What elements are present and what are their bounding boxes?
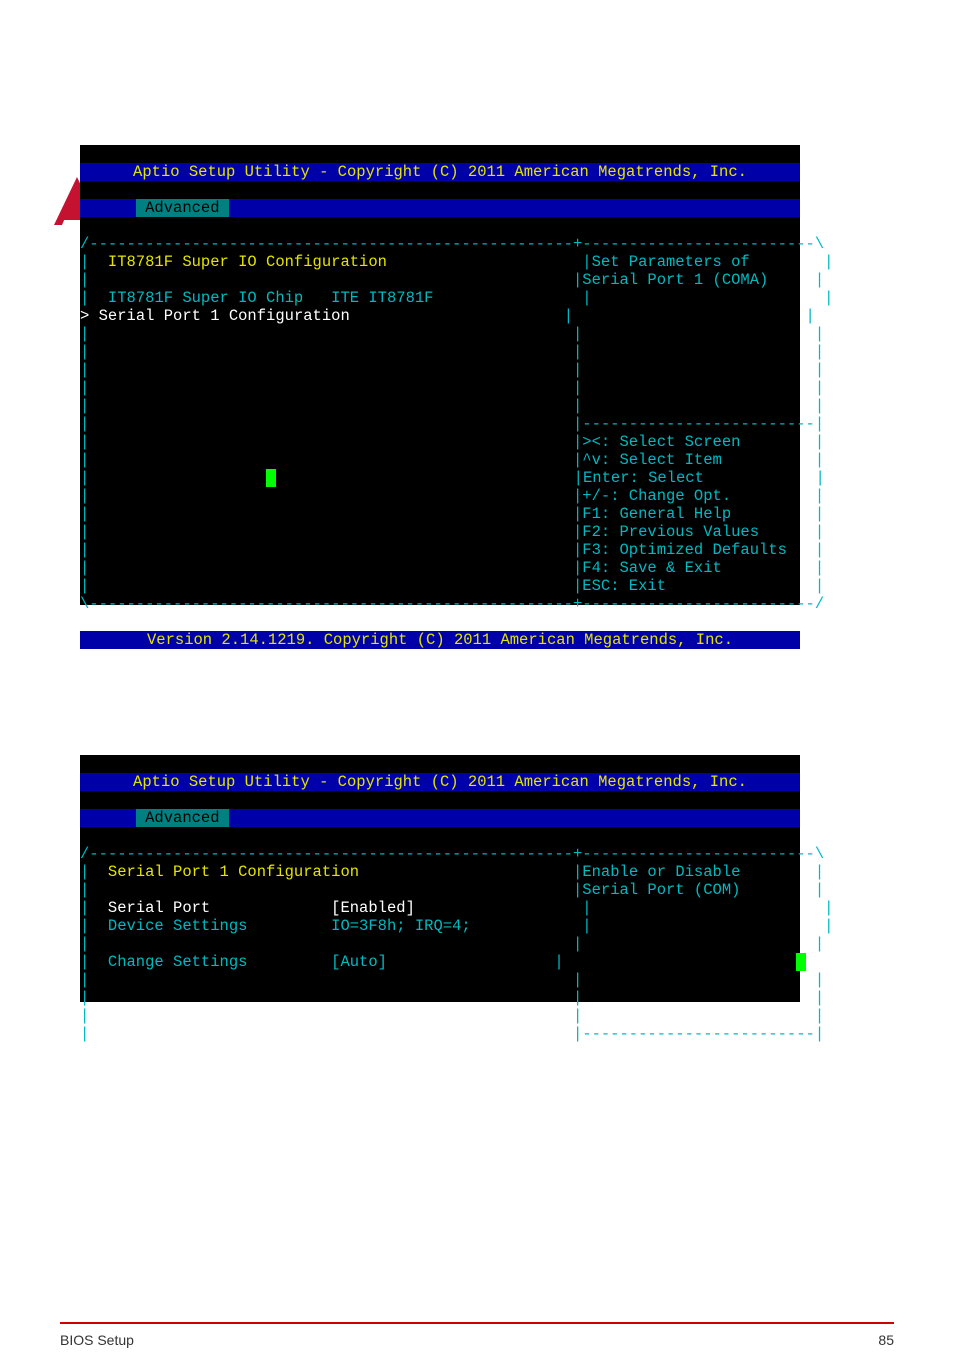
bios-title: Aptio Setup Utility - Copyright (C) 2011… bbox=[80, 163, 800, 181]
heading-serial1: Serial Port 1 Configuration bbox=[108, 863, 359, 881]
bios-tab-row-2: Advanced bbox=[80, 809, 800, 827]
nav-0: ><: Select Screen bbox=[582, 433, 740, 451]
bios-title-2: Aptio Setup Utility - Copyright (C) 2011… bbox=[80, 773, 800, 791]
nav-6: F3: Optimized Defaults bbox=[582, 541, 787, 559]
page-divider bbox=[60, 1322, 894, 1324]
footer-left: BIOS Setup bbox=[60, 1332, 134, 1348]
heading-superio: IT8781F Super IO Configuration bbox=[108, 253, 387, 271]
bios-screen-serialport1: Aptio Setup Utility - Copyright (C) 2011… bbox=[80, 755, 800, 1002]
bios-title-bar-2: Aptio Setup Utility - Copyright (C) 2011… bbox=[80, 773, 800, 791]
cursor-icon-2 bbox=[796, 953, 806, 971]
nav-5: F2: Previous Values bbox=[582, 523, 759, 541]
tab-advanced[interactable]: Advanced bbox=[136, 199, 229, 217]
nav-8: ESC: Exit bbox=[582, 577, 666, 595]
tab-advanced-2[interactable]: Advanced bbox=[136, 809, 229, 827]
bios-footer-bar: Version 2.14.1219. Copyright (C) 2011 Am… bbox=[80, 631, 800, 649]
bios-footer: Version 2.14.1219. Copyright (C) 2011 Am… bbox=[147, 631, 733, 649]
opt-device-settings: Device Settings IO=3F8h; IRQ=4; bbox=[108, 917, 471, 935]
nav-4: F1: General Help bbox=[582, 505, 731, 523]
menu-serial-port-1[interactable]: > Serial Port 1 Configuration bbox=[80, 307, 564, 325]
bios-title-bar: Aptio Setup Utility - Copyright (C) 2011… bbox=[80, 163, 800, 181]
chip-label: IT8781F Super IO Chip bbox=[108, 289, 303, 307]
nav-2: Enter: Select bbox=[583, 469, 704, 487]
nav-1: ^v: Select Item bbox=[582, 451, 722, 469]
help-line1: Set Parameters of bbox=[592, 253, 750, 271]
opt-change-settings[interactable]: Change Settings [Auto] bbox=[108, 953, 387, 971]
help2-line1: Enable or Disable bbox=[582, 863, 740, 881]
nav-7: F4: Save & Exit bbox=[582, 559, 722, 577]
bios-tab-row: Advanced bbox=[80, 199, 800, 217]
bios-screen-superio: Aptio Setup Utility - Copyright (C) 2011… bbox=[80, 145, 800, 605]
footer-right: 85 bbox=[878, 1332, 894, 1348]
help2-line2: Serial Port (COM) bbox=[582, 881, 740, 899]
bios2-body: /---------------------------------------… bbox=[80, 845, 800, 1043]
nav-3: +/-: Change Opt. bbox=[582, 487, 731, 505]
bios1-body: /---------------------------------------… bbox=[80, 235, 800, 613]
help-line2: Serial Port 1 (COMA) bbox=[582, 271, 768, 289]
chip-value: ITE IT8781F bbox=[331, 289, 433, 307]
cursor-icon bbox=[266, 469, 276, 487]
opt-serial-port[interactable]: Serial Port [Enabled] bbox=[108, 899, 415, 917]
